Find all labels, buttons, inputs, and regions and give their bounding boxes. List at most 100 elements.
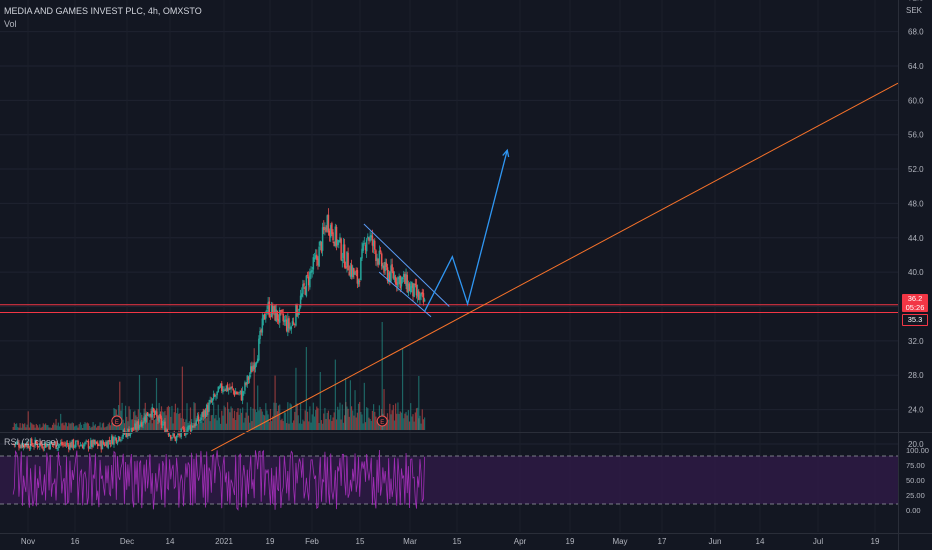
volume-bar <box>48 427 50 430</box>
volume-bar <box>14 424 17 430</box>
volume-bar <box>175 413 178 430</box>
volume-bar <box>315 410 317 430</box>
volume-bar <box>34 427 36 430</box>
volume-bar <box>222 415 224 430</box>
volume-bar <box>287 402 289 430</box>
volume-bar <box>248 422 251 430</box>
volume-bar <box>259 407 261 430</box>
grid <box>0 31 898 445</box>
volume-bar <box>65 422 68 430</box>
volume-bar <box>58 426 61 430</box>
candle-body <box>63 443 65 445</box>
candle-body <box>158 415 160 422</box>
volume-bar <box>400 412 403 430</box>
volume-bar <box>238 414 240 430</box>
currency-label[interactable]: SEK <box>905 6 922 15</box>
candle-body <box>164 421 166 433</box>
volume-bar <box>157 421 159 430</box>
volume-bar <box>299 403 302 430</box>
candle-body <box>79 445 82 447</box>
candle-body <box>64 444 67 446</box>
candle-body <box>393 275 396 281</box>
volume-bar <box>401 348 404 430</box>
candle-body <box>263 313 266 320</box>
candle-body <box>207 405 209 413</box>
volume-bar <box>107 424 109 430</box>
candle-body <box>41 444 43 449</box>
volume-bar <box>363 382 365 430</box>
volume-bar <box>344 415 346 430</box>
candle-body <box>62 444 64 446</box>
volume-bar <box>225 423 228 430</box>
candle-body <box>356 270 359 284</box>
candle-body <box>112 436 114 445</box>
earnings-marker <box>376 415 388 427</box>
volume-bars <box>12 322 426 430</box>
time-tick-label: 19 <box>266 537 275 546</box>
candle-body <box>70 442 72 448</box>
candle-body <box>97 442 99 447</box>
volume-bar <box>317 408 319 430</box>
candle-body <box>217 386 220 393</box>
volume-bar <box>359 402 361 430</box>
volume-bar <box>173 412 175 430</box>
candle-body <box>152 408 155 412</box>
candle-body <box>275 309 277 322</box>
candle-body <box>25 444 27 447</box>
volume-bar <box>210 415 212 430</box>
candle-body <box>363 243 366 244</box>
volume-bar <box>325 418 327 430</box>
candle-body <box>247 377 250 380</box>
volume-bar <box>149 419 151 430</box>
volume-bar <box>353 415 355 430</box>
candle-body <box>321 227 324 251</box>
candle-body <box>61 441 63 445</box>
volume-bar <box>106 426 108 430</box>
candle-body <box>37 446 40 447</box>
candle-body <box>51 443 54 445</box>
volume-bar <box>369 419 371 430</box>
candle-body <box>289 327 291 330</box>
volume-bar <box>420 423 422 430</box>
candle-body <box>397 277 399 288</box>
candle-body <box>367 236 369 239</box>
candle-body <box>120 439 122 441</box>
candle-body <box>194 424 196 427</box>
candle-body <box>166 429 169 432</box>
volume-bar <box>267 414 269 430</box>
candle-body <box>297 312 300 316</box>
candle-body <box>268 301 271 317</box>
volume-spike <box>418 376 420 430</box>
candle-body <box>161 423 164 426</box>
candle-body <box>336 240 339 245</box>
candle-body <box>335 226 338 246</box>
volume-bar <box>130 419 132 430</box>
candle-body <box>189 426 192 431</box>
volume-bar <box>21 423 24 430</box>
candle-body <box>102 441 105 445</box>
candle-body <box>65 442 68 446</box>
volume-bar <box>397 402 399 430</box>
volume-bar <box>419 415 421 430</box>
candle-body <box>176 434 179 436</box>
candle-body <box>86 440 89 442</box>
volume-bar <box>338 409 340 430</box>
volume-bar <box>316 406 318 430</box>
volume-bar <box>109 425 112 430</box>
candle-body <box>222 389 224 393</box>
volume-bar <box>13 422 15 430</box>
candle-body <box>416 290 419 297</box>
volume-bar <box>121 402 123 430</box>
volume-bar <box>406 415 408 430</box>
volume-bar <box>243 422 245 430</box>
volume-bar <box>193 402 195 430</box>
candle-body <box>328 230 331 236</box>
candle-body <box>249 366 252 374</box>
volume-bar <box>284 412 287 430</box>
candle-body <box>85 440 87 442</box>
volume-bar <box>308 421 310 430</box>
candle-body <box>29 439 32 450</box>
candle-body <box>175 435 178 441</box>
